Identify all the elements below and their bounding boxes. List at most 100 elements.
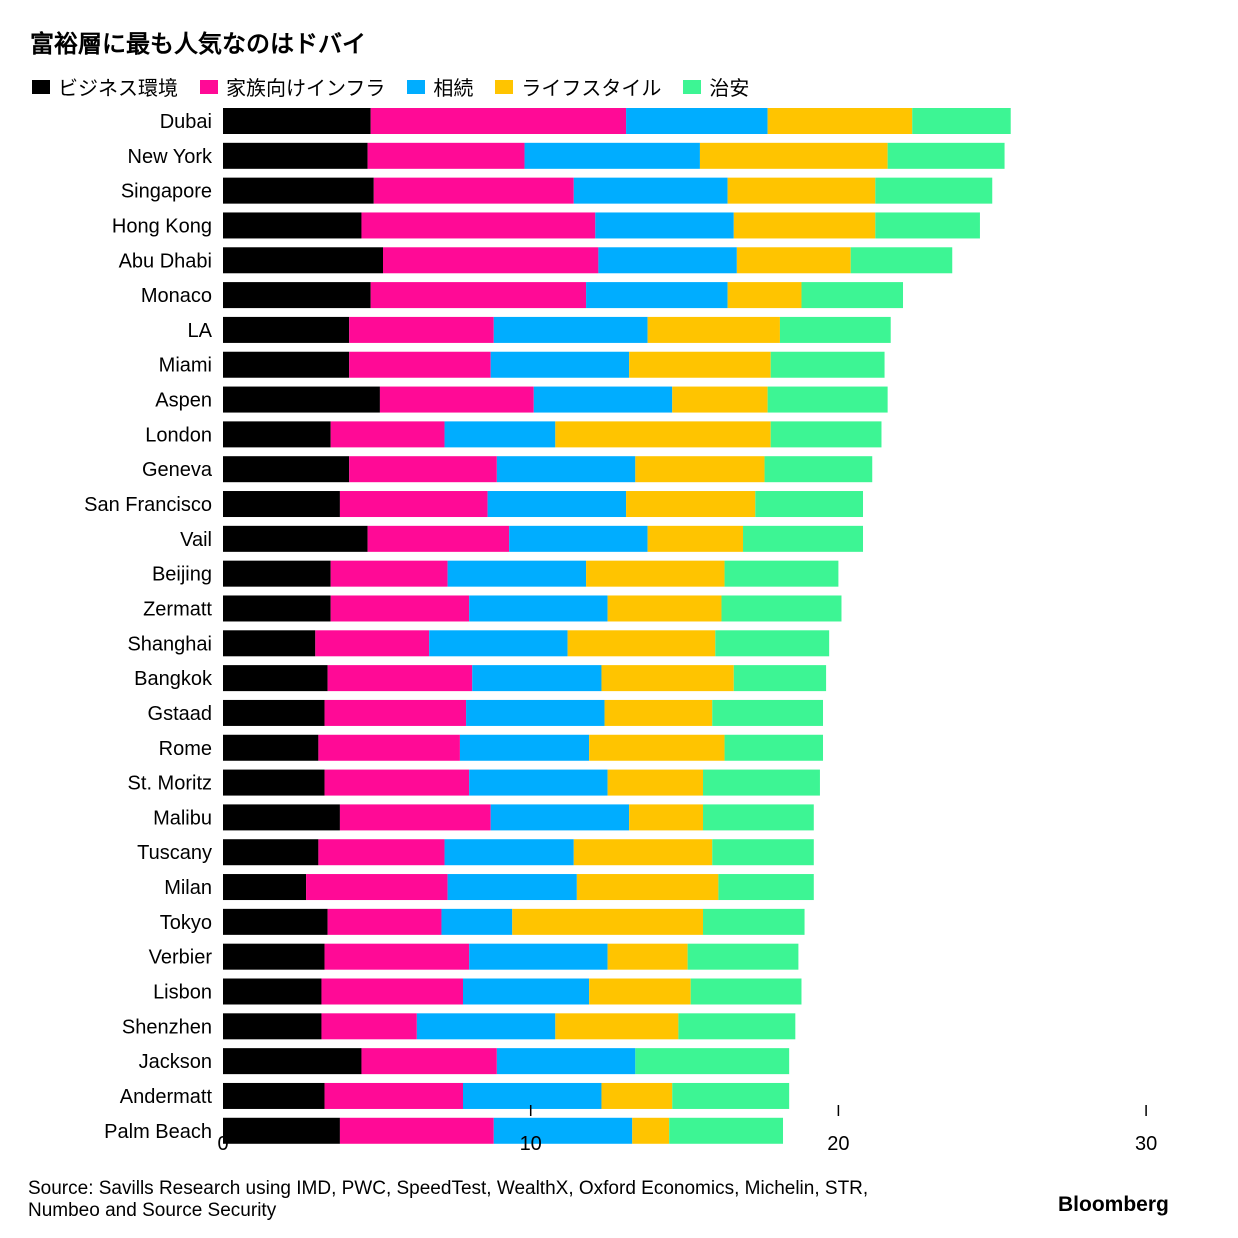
bar-segment	[444, 421, 556, 448]
bar-segment	[589, 978, 691, 1005]
category-label: LA	[188, 320, 213, 342]
bar-segment	[887, 142, 1005, 169]
bar-segment	[490, 804, 630, 831]
bar-segment	[339, 804, 491, 831]
bar-segment	[469, 595, 608, 622]
bar-segment	[429, 630, 568, 657]
category-label: Palm Beach	[104, 1121, 212, 1143]
bar-segment	[496, 1048, 636, 1075]
bar-segment	[647, 316, 780, 343]
bar-segment	[718, 874, 814, 901]
bar-segment	[367, 525, 510, 552]
bar-segment	[469, 769, 608, 796]
bar-segment	[223, 595, 331, 622]
bar-segment	[223, 908, 328, 935]
bar-segment	[361, 1048, 497, 1075]
brand-logo: Bloomberg	[1058, 1193, 1169, 1216]
bar-segment	[324, 1082, 464, 1109]
bar-segment	[690, 978, 802, 1005]
legend-label: 相続	[433, 76, 474, 100]
legend-label: ライフスタイル	[521, 76, 662, 100]
bar-segment	[223, 665, 328, 692]
bar-segment	[223, 630, 316, 657]
category-label: Tokyo	[160, 912, 212, 934]
bar-segment	[223, 351, 350, 378]
bar-segment	[349, 351, 491, 378]
legend-item: ライフスタイル	[495, 72, 661, 101]
legend-item: 治安	[683, 72, 749, 101]
bar-segment	[912, 108, 1011, 134]
bar-segment	[318, 734, 460, 761]
bar-segment	[743, 525, 864, 552]
x-tick-label: 10	[520, 1133, 542, 1155]
bar-segment	[324, 943, 470, 970]
bar-segment	[687, 943, 799, 970]
bar-segment	[533, 386, 673, 413]
bar-segment	[635, 1048, 790, 1075]
bar-segment	[223, 108, 371, 134]
bar-segment	[379, 386, 534, 413]
bar-segment	[321, 978, 464, 1005]
bar-segment	[779, 316, 891, 343]
category-label: Verbier	[149, 947, 213, 969]
bar-segment	[223, 804, 340, 831]
category-label: Geneva	[142, 459, 213, 481]
bar-segment	[604, 699, 713, 726]
category-label: Hong Kong	[112, 215, 212, 237]
category-label: Shenzhen	[122, 1016, 212, 1038]
category-label: Monaco	[141, 285, 212, 307]
category-label: Zermatt	[143, 598, 212, 620]
bar-segment	[635, 456, 765, 483]
bar-segment	[607, 595, 722, 622]
legend-label: 治安	[709, 76, 750, 100]
category-label: Gstaad	[148, 703, 212, 725]
category-label: Rome	[159, 738, 212, 760]
bar-segment	[370, 108, 627, 134]
source-note: Source: Savills Research using IMD, PWC,…	[28, 1178, 869, 1221]
bar-segment	[223, 282, 371, 309]
bar-segment	[715, 630, 830, 657]
category-label: Singapore	[121, 181, 212, 203]
category-label: Dubai	[160, 111, 212, 133]
bar-segment	[721, 595, 842, 622]
category-label: San Francisco	[84, 494, 212, 516]
bar-segment	[576, 874, 719, 901]
bar-segment	[444, 839, 574, 866]
bar-segment	[724, 560, 839, 587]
bar-segment	[724, 734, 824, 761]
bar-segment	[607, 943, 688, 970]
category-label: Abu Dhabi	[119, 250, 212, 272]
legend-swatch	[683, 79, 702, 94]
bar-segment	[626, 491, 756, 518]
category-label: Aspen	[155, 390, 212, 412]
bar-segment	[315, 630, 430, 657]
bar-segment	[755, 491, 864, 518]
x-tick-label: 20	[827, 1133, 849, 1155]
bar-segment	[727, 282, 802, 309]
bar-segment	[490, 351, 630, 378]
category-label: Tuscany	[137, 842, 212, 864]
bar-segment	[339, 491, 488, 518]
bar-segment	[607, 769, 704, 796]
legend-label: ビジネス環境	[58, 76, 178, 100]
category-label: Malibu	[153, 807, 212, 829]
bar-segment	[330, 421, 445, 448]
bar-segment	[223, 734, 319, 761]
bar-segment	[875, 177, 993, 204]
bar-segment	[733, 665, 827, 692]
bar-segment	[586, 560, 725, 587]
legend-item: 相続	[407, 72, 473, 101]
bar-segment	[472, 665, 602, 692]
bar-segment	[223, 1048, 362, 1075]
bar-segment	[463, 978, 590, 1005]
legend-label: 家族向けインフラ	[226, 76, 386, 100]
bar-segment	[223, 456, 350, 483]
bar-segment	[595, 212, 734, 239]
bar-segment	[699, 142, 888, 169]
bar-segment	[712, 699, 824, 726]
bar-segment	[703, 908, 805, 935]
bar-segment	[339, 1117, 494, 1144]
bar-segment	[459, 734, 590, 761]
bar-segment	[223, 839, 319, 866]
